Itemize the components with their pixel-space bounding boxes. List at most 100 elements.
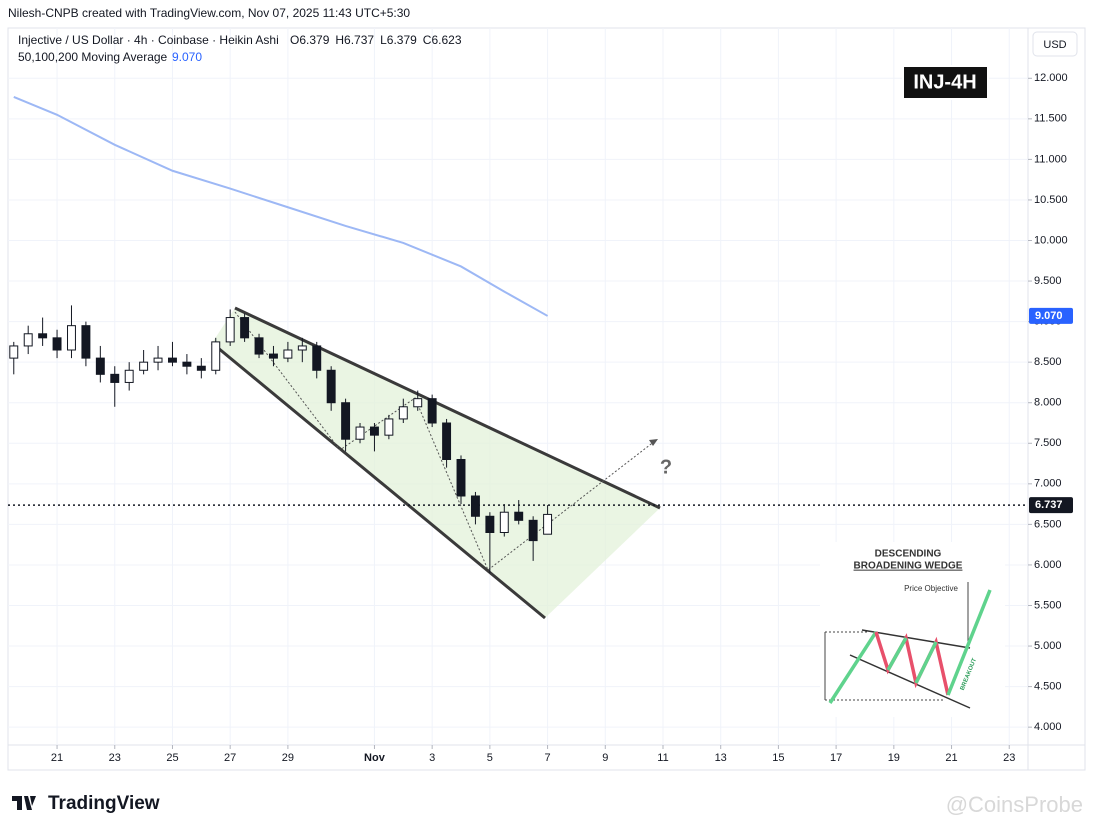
y-tick-label: 4.000 xyxy=(1034,721,1062,733)
x-tick-label: 3 xyxy=(429,752,435,764)
inset-pattern: DESCENDING BROADENING WEDGE Price Object… xyxy=(820,542,1005,717)
x-tick-label: 29 xyxy=(282,752,294,764)
candle-body xyxy=(341,402,351,440)
x-tick-label: 27 xyxy=(224,752,236,764)
candle-body xyxy=(153,357,163,363)
ohlc-value: 6.379 xyxy=(299,33,329,47)
candle-body xyxy=(23,333,33,347)
inset-target: Price Objective xyxy=(904,584,958,593)
candle-body xyxy=(485,515,495,533)
price-line-box xyxy=(1029,497,1073,514)
candle-body xyxy=(326,369,336,404)
candle-body xyxy=(514,511,524,521)
logo-mark xyxy=(12,796,36,810)
candle-body xyxy=(81,325,91,359)
plot xyxy=(8,96,1028,574)
currency[interactable]: USD xyxy=(1043,39,1066,51)
inset-lower xyxy=(849,654,971,709)
inset-upper xyxy=(861,629,971,649)
inset-up xyxy=(886,637,908,671)
ohlc-key: O xyxy=(290,33,299,47)
ma-name: 50,100,200 Moving Average xyxy=(18,50,168,64)
credit: Nilesh-CNPB created with TradingView.com… xyxy=(8,6,410,20)
y-tick-label: 8.000 xyxy=(1034,397,1062,409)
ohlc-legend: O 6.379 H 6.737 L 6.379 C 6.623 xyxy=(290,33,462,47)
candle-body xyxy=(240,317,250,339)
x-tick-label: Nov xyxy=(364,752,386,764)
ohlc-value: 6.737 xyxy=(344,33,374,47)
candle-body xyxy=(499,511,509,533)
candle-body xyxy=(543,513,553,535)
ohlc-key: H xyxy=(335,33,344,47)
ma-price-box xyxy=(1029,307,1073,324)
x-tick-label: 21 xyxy=(945,752,957,764)
currency-button[interactable] xyxy=(1032,31,1078,57)
ohlc-value: 6.623 xyxy=(431,33,461,47)
ma-value: 9.070 xyxy=(172,50,202,64)
candle-body xyxy=(470,495,480,517)
y-tick-label: 6.000 xyxy=(1034,559,1062,571)
x-tick-label: 21 xyxy=(51,752,63,764)
inset-subtitle: BROADENING WEDGE xyxy=(854,561,963,572)
badge: INJ-4H xyxy=(913,71,976,93)
y-tick-label: 7.500 xyxy=(1034,437,1062,449)
badge-box xyxy=(902,65,989,100)
wedge-fill xyxy=(212,308,660,618)
candle-body xyxy=(124,369,134,383)
watermark: @CoinsProbe xyxy=(946,792,1083,817)
candle-body xyxy=(427,398,437,424)
ma-price-label: 9.070 xyxy=(1035,310,1063,322)
candle-body xyxy=(38,333,48,339)
chart-frame xyxy=(7,27,1086,771)
y-tick-label: 8.500 xyxy=(1034,356,1062,368)
x-tick-label: 15 xyxy=(772,752,784,764)
candle-body xyxy=(268,353,278,359)
x-tick-label: 23 xyxy=(109,752,121,764)
inset-leg xyxy=(828,631,878,704)
candle-body xyxy=(398,406,408,420)
ohlc-value: 6.379 xyxy=(387,33,417,47)
y-tick-label: 5.000 xyxy=(1034,640,1062,652)
question-mark: ? xyxy=(660,456,672,478)
y-tick-label: 4.500 xyxy=(1034,681,1062,693)
projection-arrow xyxy=(649,439,658,446)
y-tick-label: 10.000 xyxy=(1034,234,1068,246)
inset-up xyxy=(914,641,938,684)
candle-body xyxy=(312,345,322,371)
wedge-upper-line xyxy=(234,306,661,510)
candle-body xyxy=(528,519,538,542)
candle-body xyxy=(196,365,206,371)
x-tick-label: 17 xyxy=(830,752,842,764)
x-tick-label: 11 xyxy=(657,752,668,764)
ohlc-key: L xyxy=(380,33,387,47)
y-tick-label: 6.500 xyxy=(1034,518,1062,530)
candle-body xyxy=(442,422,452,460)
x-tick-label: 23 xyxy=(1003,752,1015,764)
y-tick-label: 7.000 xyxy=(1034,478,1062,490)
candle-body xyxy=(211,341,221,371)
candle-body xyxy=(283,349,293,359)
x-tick-label: 7 xyxy=(545,752,551,764)
ohlc-key: C xyxy=(423,33,432,47)
candle-body xyxy=(168,357,177,363)
y-tick-label: 11.500 xyxy=(1034,113,1067,125)
x-tick-label: 5 xyxy=(487,752,493,764)
candle-body xyxy=(413,398,423,408)
candle-body xyxy=(139,361,149,371)
y-tick-label: 12.000 xyxy=(1034,72,1068,84)
x-tick-label: 9 xyxy=(602,752,608,764)
x-tick-label: 25 xyxy=(166,752,178,764)
candle-body xyxy=(52,337,62,351)
candle-body xyxy=(9,345,19,359)
candle-body xyxy=(182,361,192,367)
logo-text: TradingView xyxy=(48,793,160,814)
candle-body xyxy=(254,337,264,355)
y-tick-label: 9.500 xyxy=(1034,275,1062,287)
candle-body xyxy=(297,345,307,351)
y-tick-label: 10.500 xyxy=(1034,194,1068,206)
symbol-title: Injective / US Dollar · 4h · Coinbase · … xyxy=(18,33,279,47)
inset-down xyxy=(874,631,950,696)
candle-body xyxy=(456,458,466,497)
candle-body xyxy=(369,426,379,436)
